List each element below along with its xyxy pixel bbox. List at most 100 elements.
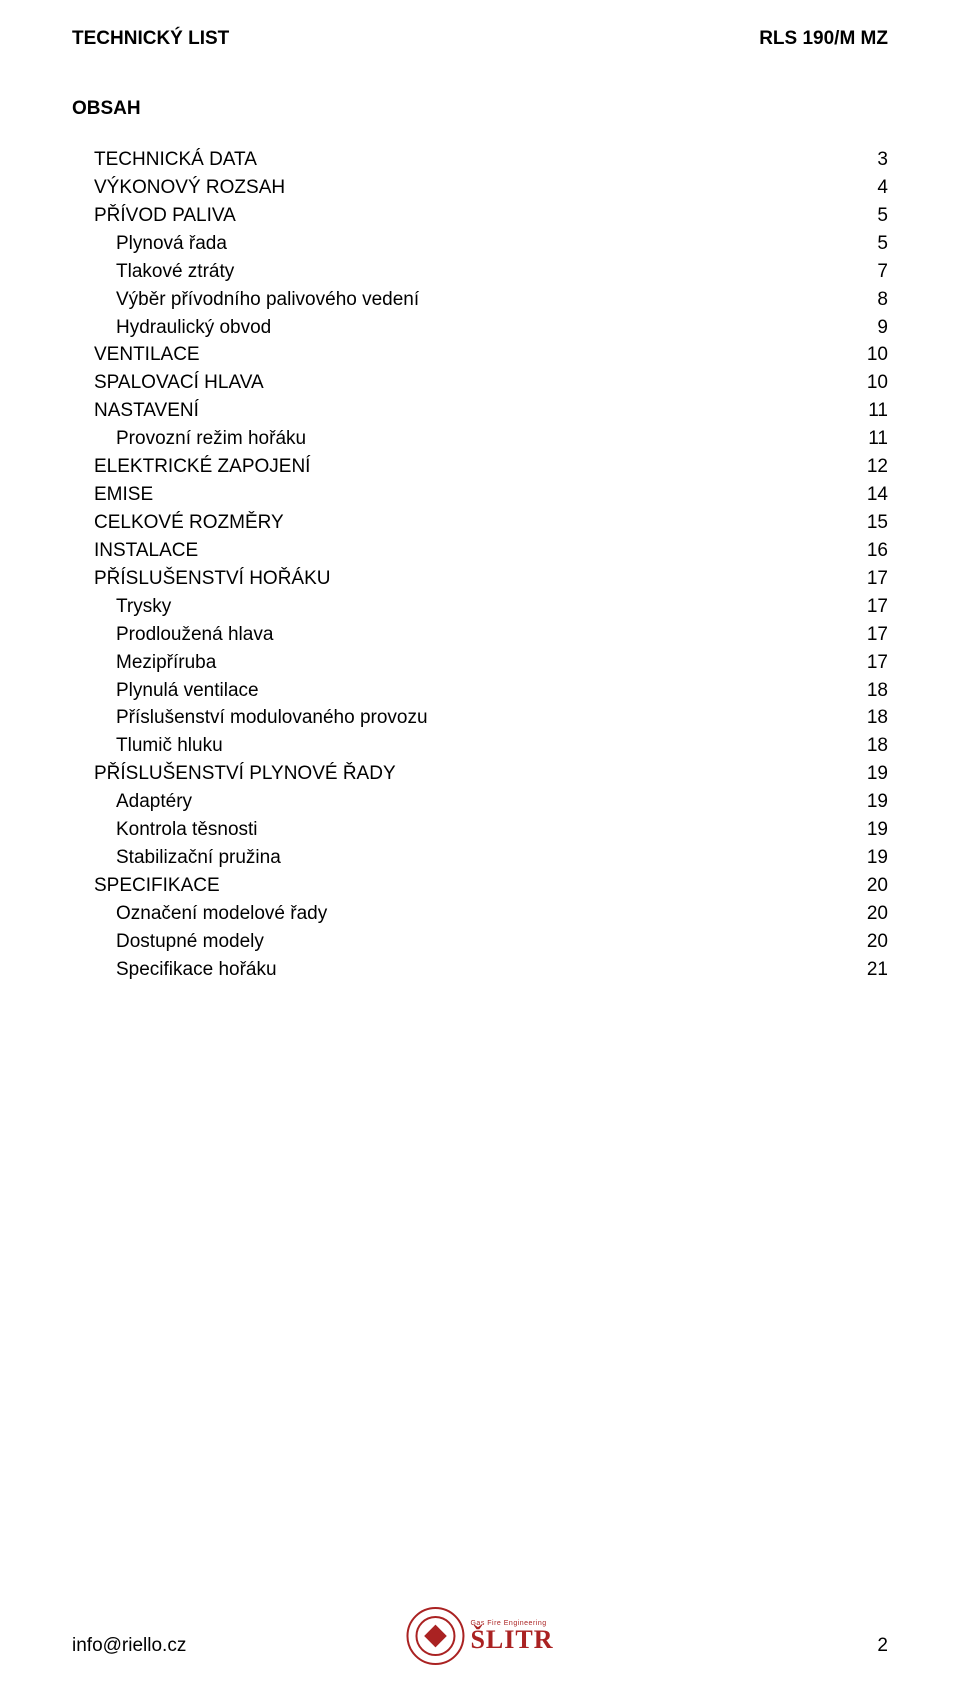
toc-page: 4: [873, 174, 888, 202]
toc-label: PŘÍSLUŠENSTVÍ PLYNOVÉ ŘADY: [94, 760, 396, 788]
toc-row: Specifikace hořáku 21: [72, 956, 888, 984]
toc-label: Tlakové ztráty: [116, 258, 234, 286]
toc-row: Hydraulický obvod 9: [72, 314, 888, 342]
toc-label: EMISE: [94, 481, 153, 509]
toc-label: Tlumič hluku: [116, 732, 223, 760]
toc-label: SPECIFIKACE: [94, 872, 220, 900]
toc-row: Stabilizační pružina 19: [72, 844, 888, 872]
toc-row: Trysky 17: [72, 593, 888, 621]
toc-page: 10: [863, 341, 888, 369]
toc-page: 15: [863, 509, 888, 537]
header-right: RLS 190/M MZ: [759, 28, 888, 50]
toc-label: Výběr přívodního palivového vedení: [116, 286, 419, 314]
toc-label: Trysky: [116, 593, 171, 621]
footer-page-number: 2: [877, 1635, 888, 1657]
toc-row: SPECIFIKACE 20: [72, 872, 888, 900]
toc-label: CELKOVÉ ROZMĚRY: [94, 509, 284, 537]
toc-row: VENTILACE 10: [72, 341, 888, 369]
toc-row: Příslušenství modulovaného provozu 18: [72, 704, 888, 732]
toc-row: PŘÍVOD PALIVA 5: [72, 202, 888, 230]
toc-row: PŘÍSLUŠENSTVÍ HOŘÁKU 17: [72, 565, 888, 593]
toc-row: CELKOVÉ ROZMĚRY 15: [72, 509, 888, 537]
toc-page: 17: [863, 593, 888, 621]
footer-email: info@riello.cz: [72, 1635, 186, 1657]
toc-label: NASTAVENÍ: [94, 397, 199, 425]
brand-logo: Gas Fire Engineering ŠLITR: [406, 1607, 553, 1665]
toc-label: Kontrola těsnosti: [116, 816, 258, 844]
page-title: OBSAH: [72, 98, 888, 120]
toc-label: Plynová řada: [116, 230, 227, 258]
toc-page: 10: [863, 369, 888, 397]
toc-row: Prodloužená hlava 17: [72, 621, 888, 649]
toc-page: 17: [863, 649, 888, 677]
toc-page: 18: [863, 704, 888, 732]
header-left: TECHNICKÝ LIST: [72, 28, 229, 50]
toc-page: 20: [863, 928, 888, 956]
toc-label: Hydraulický obvod: [116, 314, 271, 342]
toc-page: 17: [863, 565, 888, 593]
toc-row: VÝKONOVÝ ROZSAH 4: [72, 174, 888, 202]
page: TECHNICKÝ LIST RLS 190/M MZ OBSAH TECHNI…: [0, 0, 960, 1683]
toc-label: INSTALACE: [94, 537, 198, 565]
toc-row: Kontrola těsnosti 19: [72, 816, 888, 844]
toc-page: 20: [863, 900, 888, 928]
toc-row: Tlakové ztráty 7: [72, 258, 888, 286]
logo-diamond-icon: [424, 1625, 447, 1648]
toc-label: ELEKTRICKÉ ZAPOJENÍ: [94, 453, 310, 481]
toc-row: Dostupné modely 20: [72, 928, 888, 956]
toc-label: VÝKONOVÝ ROZSAH: [94, 174, 285, 202]
toc-label: Stabilizační pružina: [116, 844, 281, 872]
toc-label: Plynulá ventilace: [116, 677, 259, 705]
toc-page: 14: [863, 481, 888, 509]
toc-label: Dostupné modely: [116, 928, 264, 956]
toc-page: 19: [863, 788, 888, 816]
toc-label: Označení modelové řady: [116, 900, 327, 928]
toc-page: 17: [863, 621, 888, 649]
toc-row: Adaptéry 19: [72, 788, 888, 816]
logo-outer-circle-icon: [406, 1607, 464, 1665]
toc-page: 3: [873, 146, 888, 174]
toc-row: NASTAVENÍ 11: [72, 397, 888, 425]
toc-row: Plynulá ventilace 18: [72, 677, 888, 705]
toc-row: SPALOVACÍ HLAVA 10: [72, 369, 888, 397]
toc-page: 8: [873, 286, 888, 314]
toc-label: Příslušenství modulovaného provozu: [116, 704, 428, 732]
toc-page: 11: [864, 397, 888, 425]
toc-page: 21: [863, 956, 888, 984]
toc-label: Prodloužená hlava: [116, 621, 273, 649]
toc-page: 7: [873, 258, 888, 286]
toc-label: Provozní režim hořáku: [116, 425, 306, 453]
toc-label: Mezipříruba: [116, 649, 216, 677]
toc-label: VENTILACE: [94, 341, 200, 369]
toc-row: Mezipříruba 17: [72, 649, 888, 677]
toc-page: 5: [873, 202, 888, 230]
toc-row: Označení modelové řady 20: [72, 900, 888, 928]
toc-row: Tlumič hluku 18: [72, 732, 888, 760]
toc-label: SPALOVACÍ HLAVA: [94, 369, 264, 397]
toc-page: 19: [863, 844, 888, 872]
toc-page: 18: [863, 732, 888, 760]
toc-label: Specifikace hořáku: [116, 956, 277, 984]
toc-page: 16: [863, 537, 888, 565]
toc-page: 19: [863, 760, 888, 788]
toc-row: PŘÍSLUŠENSTVÍ PLYNOVÉ ŘADY 19: [72, 760, 888, 788]
logo-inner-circle-icon: [415, 1616, 455, 1656]
toc-page: 18: [863, 677, 888, 705]
toc-row: Provozní režim hořáku 11: [72, 425, 888, 453]
header: TECHNICKÝ LIST RLS 190/M MZ: [72, 28, 888, 50]
toc-row: INSTALACE 16: [72, 537, 888, 565]
toc-row: ELEKTRICKÉ ZAPOJENÍ 12: [72, 453, 888, 481]
toc-page: 12: [863, 453, 888, 481]
toc-label: Adaptéry: [116, 788, 192, 816]
toc-label: PŘÍSLUŠENSTVÍ HOŘÁKU: [94, 565, 331, 593]
toc-page: 5: [873, 230, 888, 258]
toc-page: 20: [863, 872, 888, 900]
footer-logo-block: Gas Fire Engineering ŠLITR: [406, 1607, 553, 1665]
toc-row: TECHNICKÁ DATA3: [72, 146, 888, 174]
toc-label: PŘÍVOD PALIVA: [94, 202, 236, 230]
toc-page: 11: [864, 425, 888, 453]
toc-row: EMISE 14: [72, 481, 888, 509]
toc-page: 9: [873, 314, 888, 342]
toc-page: 19: [863, 816, 888, 844]
table-of-contents: TECHNICKÁ DATA3VÝKONOVÝ ROZSAH4PŘÍVOD PA…: [72, 146, 888, 984]
